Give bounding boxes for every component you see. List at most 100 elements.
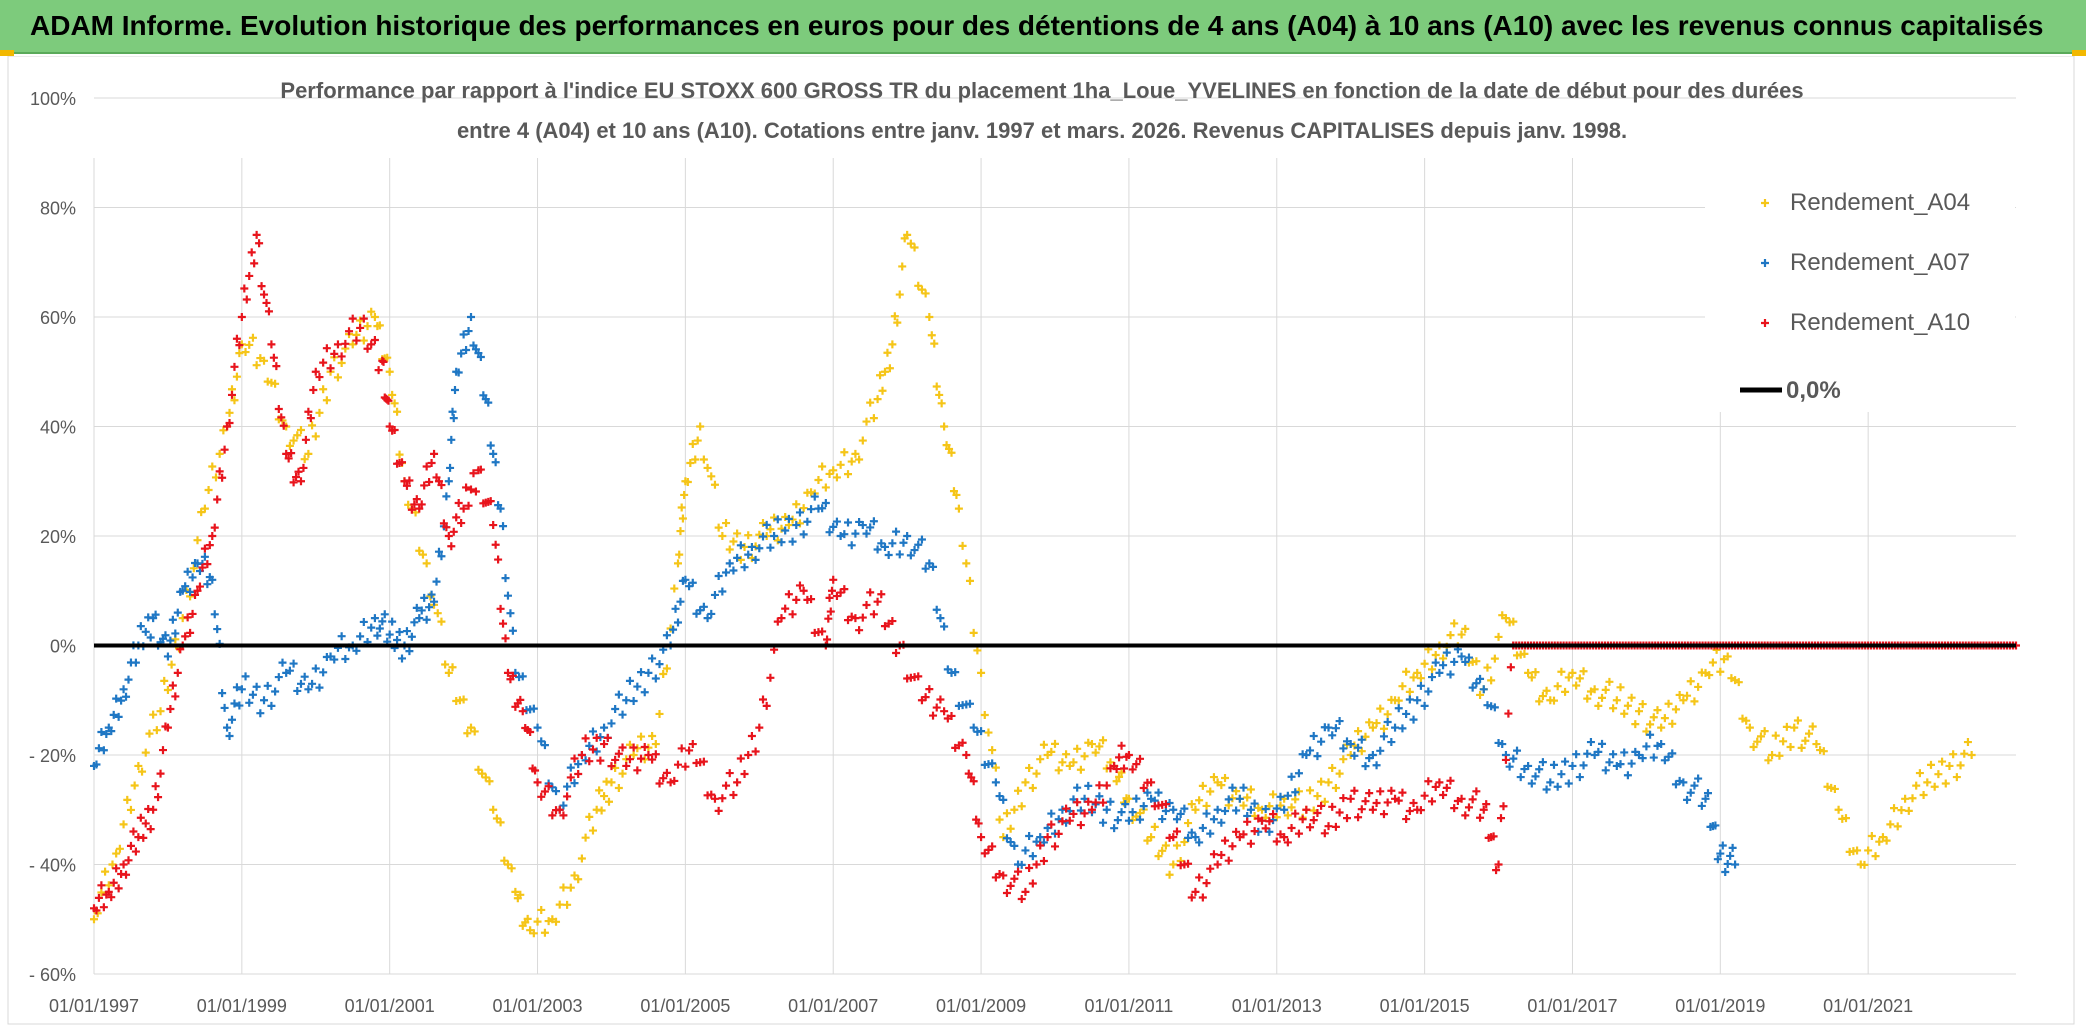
data-point-Rendement_A10 — [279, 421, 288, 430]
data-point-Rendement_A07 — [402, 627, 411, 636]
data-point-Rendement_A10 — [877, 590, 886, 599]
data-point-Rendement_A07 — [260, 696, 269, 705]
data-point-Rendement_A07 — [1113, 816, 1122, 825]
data-point-Rendement_A07 — [1276, 792, 1285, 801]
data-point-Rendement_A04 — [577, 854, 586, 863]
data-point-Rendement_A07 — [434, 547, 443, 556]
data-point-Rendement_A07 — [454, 368, 463, 377]
data-point-Rendement_A10 — [1450, 804, 1459, 813]
data-point-Rendement_A04 — [1886, 820, 1895, 829]
data-point-Rendement_A10 — [1184, 859, 1193, 868]
data-point-Rendement_A04 — [1775, 751, 1784, 760]
data-point-Rendement_A10 — [795, 581, 804, 590]
data-point-Rendement_A10 — [947, 711, 956, 720]
data-point-Rendement_A07 — [1224, 795, 1233, 804]
data-point-Rendement_A07 — [1379, 732, 1388, 741]
data-point-Rendement_A04 — [319, 385, 328, 394]
data-point-Rendement_A07 — [447, 435, 456, 444]
data-point-Rendement_A07 — [1575, 773, 1584, 782]
data-point-Rendement_A07 — [1721, 867, 1730, 876]
data-point-Rendement_A10 — [1209, 850, 1218, 859]
data-point-Rendement_A10 — [1494, 860, 1503, 869]
data-point-Rendement_A10 — [537, 792, 546, 801]
data-point-Rendement_A07 — [225, 732, 234, 741]
data-point-Rendement_A10 — [1080, 809, 1089, 818]
data-point-Rendement_A04 — [678, 514, 687, 523]
data-point-Rendement_A10 — [257, 282, 266, 291]
data-point-Rendement_A04 — [385, 367, 394, 376]
data-point-Rendement_A07 — [315, 683, 324, 692]
data-point-Rendement_A07 — [508, 626, 517, 635]
data-point-Rendement_A07 — [166, 636, 175, 645]
data-point-Rendement_A04 — [1631, 720, 1640, 729]
data-point-Rendement_A04 — [1538, 692, 1547, 701]
data-point-Rendement_A07 — [977, 727, 986, 736]
data-point-Rendement_A10 — [245, 271, 254, 280]
data-point-Rendement_A07 — [232, 683, 241, 692]
data-point-Rendement_A07 — [230, 699, 239, 708]
data-point-Rendement_A04 — [1217, 781, 1226, 790]
data-point-Rendement_A10 — [107, 893, 116, 902]
data-point-Rendement_A04 — [686, 459, 695, 467]
data-point-Rendement_A10 — [367, 340, 376, 349]
data-point-Rendement_A04 — [1446, 631, 1455, 640]
x-tick-label: 01/01/2019 — [1675, 996, 1765, 1016]
corner-mark-left — [0, 50, 14, 56]
data-point-Rendement_A10 — [503, 668, 512, 677]
data-point-Rendement_A10 — [744, 751, 753, 759]
data-point-Rendement_A10 — [220, 445, 229, 454]
data-point-Rendement_A07 — [378, 617, 387, 626]
data-point-Rendement_A07 — [267, 701, 276, 710]
data-point-Rendement_A04 — [1612, 696, 1621, 705]
data-point-Rendement_A10 — [129, 827, 138, 836]
data-point-Rendement_A04 — [1202, 801, 1211, 810]
data-point-Rendement_A07 — [300, 672, 309, 681]
data-point-Rendement_A07 — [1642, 742, 1651, 751]
legend-label: Rendement_A10 — [1790, 309, 1970, 336]
data-point-Rendement_A04 — [1490, 654, 1499, 663]
data-point-Rendement_A07 — [1099, 818, 1108, 827]
data-point-Rendement_A04 — [847, 457, 856, 466]
data-point-Rendement_A04 — [1634, 707, 1643, 716]
data-point-Rendement_A04 — [574, 875, 583, 884]
data-point-Rendement_A04 — [1531, 668, 1540, 677]
data-point-Rendement_A10 — [385, 422, 394, 431]
data-point-Rendement_A10 — [1294, 829, 1303, 838]
data-point-Rendement_A04 — [315, 408, 324, 417]
y-tick-label: 80% — [40, 199, 76, 219]
data-point-Rendement_A10 — [1476, 813, 1485, 822]
data-point-Rendement_A07 — [1291, 788, 1300, 797]
data-point-Rendement_A10 — [390, 425, 399, 434]
data-point-Rendement_A07 — [729, 566, 738, 575]
data-point-Rendement_A07 — [341, 655, 350, 664]
data-point-Rendement_A04 — [930, 339, 939, 348]
data-point-Rendement_A10 — [1446, 776, 1455, 785]
data-point-Rendement_A04 — [683, 477, 692, 486]
data-point-Rendement_A04 — [1450, 619, 1459, 628]
data-point-Rendement_A04 — [1317, 777, 1326, 786]
data-point-Rendement_A10 — [1387, 786, 1396, 795]
data-point-Rendement_A07 — [1136, 815, 1145, 824]
data-point-Rendement_A04 — [880, 367, 889, 376]
data-point-Rendement_A07 — [124, 675, 133, 684]
data-point-Rendement_A04 — [921, 289, 930, 298]
data-point-Rendement_A04 — [1657, 723, 1666, 732]
data-point-Rendement_A04 — [1095, 742, 1104, 751]
data-point-Rendement_A07 — [1579, 761, 1588, 770]
data-point-Rendement_A07 — [655, 660, 664, 669]
data-point-Rendement_A04 — [1564, 673, 1573, 682]
data-point-Rendement_A07 — [1010, 841, 1019, 850]
data-point-Rendement_A04 — [1660, 714, 1669, 723]
data-point-Rendement_A07 — [625, 676, 634, 685]
data-point-Rendement_A10 — [289, 478, 298, 487]
data-point-Rendement_A07 — [171, 629, 180, 638]
data-point-Rendement_A07 — [499, 522, 508, 531]
data-point-Rendement_A04 — [1841, 814, 1850, 823]
data-point-Rendement_A10 — [1339, 794, 1348, 803]
data-point-Rendement_A07 — [1391, 723, 1400, 732]
data-point-Rendement_A10 — [183, 613, 192, 622]
data-point-Rendement_A04 — [1365, 718, 1374, 727]
data-point-Rendement_A10 — [1224, 856, 1233, 865]
data-point-Rendement_A04 — [1002, 809, 1011, 818]
data-point-Rendement_A04 — [566, 883, 575, 892]
